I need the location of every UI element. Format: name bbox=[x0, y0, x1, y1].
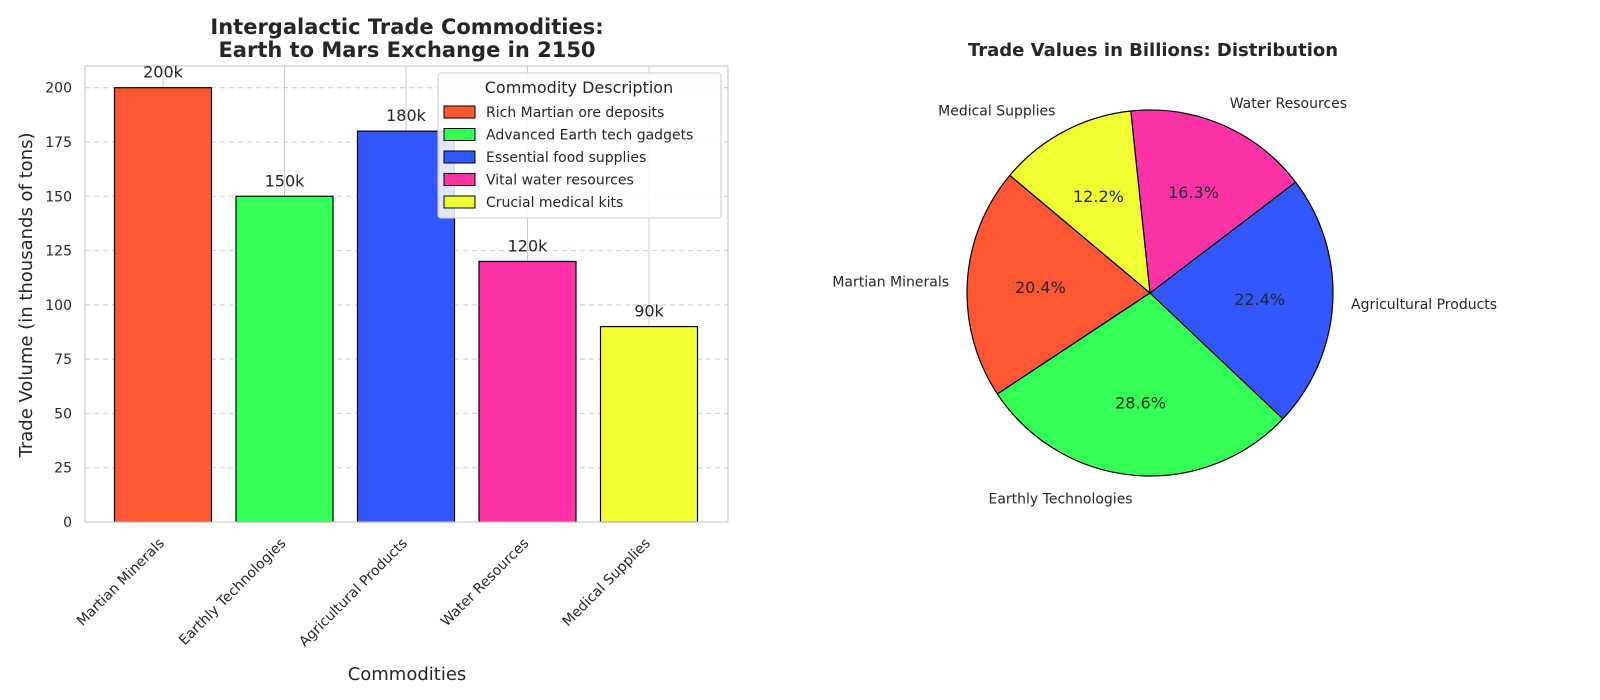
y-tick-label: 125 bbox=[45, 244, 72, 260]
bar-chart-title-line-2: Earth to Mars Exchange in 2150 bbox=[218, 38, 595, 62]
y-tick-label: 200 bbox=[45, 81, 72, 97]
bar-water-resources bbox=[478, 260, 577, 523]
legend-entry-label: Essential food supplies bbox=[486, 150, 646, 166]
x-axis-ticks: Martian Minerals Earthly Technologies Agri… bbox=[74, 536, 654, 651]
legend-swatch bbox=[443, 150, 476, 164]
pie-slice-label: Water Resources bbox=[1230, 96, 1347, 112]
y-tick-label: 150 bbox=[45, 189, 72, 205]
pie-slice-label: Martian Minerals bbox=[832, 275, 949, 291]
bar-chart-title-line-1: Intergalactic Trade Commodities: bbox=[210, 15, 603, 39]
pie-slice-martian-minerals bbox=[966, 174, 1151, 395]
pie-chart-title: Trade Values in Billions: Distribution bbox=[968, 40, 1338, 61]
pie-slice-water-resources bbox=[1130, 109, 1297, 294]
y-tick-label: 50 bbox=[54, 406, 72, 422]
pie-slice-agricultural-products bbox=[1149, 181, 1334, 420]
pie-slice-earthly-technologies bbox=[996, 292, 1284, 477]
pie-slice-label: Earthly Technologies bbox=[989, 492, 1133, 508]
bar-chart-frame bbox=[84, 65, 729, 523]
x-tick-label: Earthly Technologies bbox=[176, 536, 289, 649]
bar-data-label: 180k bbox=[386, 106, 427, 125]
bar-martian-minerals bbox=[113, 87, 213, 523]
x-tick-label: Medical Supplies bbox=[560, 536, 654, 630]
x-tick-label: Agricultural Products bbox=[296, 536, 411, 651]
y-tick-label: 0 bbox=[63, 515, 72, 531]
pie-chart: 20.4% Martian Minerals 28.6% Earthly Techno… bbox=[832, 96, 1497, 507]
bar-data-label: 200k bbox=[143, 63, 184, 82]
pie-percent-label: 16.3% bbox=[1168, 183, 1219, 202]
bar-medical-supplies bbox=[599, 325, 699, 523]
y-tick-label: 100 bbox=[45, 298, 72, 314]
legend-entry-label: Vital water resources bbox=[486, 173, 634, 189]
bar-chart-bars bbox=[113, 87, 699, 523]
legend-title: Commodity Description bbox=[485, 78, 673, 97]
pie-percent-label: 12.2% bbox=[1073, 187, 1124, 206]
y-tick-label: 175 bbox=[45, 135, 72, 151]
legend-swatch bbox=[443, 195, 476, 209]
legend-entry-label: Crucial medical kits bbox=[486, 195, 623, 211]
legend-entries: Rich Martian ore deposits Advanced Earth … bbox=[443, 105, 693, 211]
bar-data-label: 120k bbox=[508, 236, 549, 255]
y-tick-label: 75 bbox=[54, 352, 72, 368]
y-axis-ticks: 0 25 50 75 100 125 150 175 200 bbox=[45, 81, 72, 531]
bar-data-labels: 200k 150k 180k 120k 90k bbox=[143, 63, 664, 321]
legend-entry-label: Advanced Earth tech gadgets bbox=[486, 128, 693, 144]
legend-swatch bbox=[443, 173, 476, 186]
bar-earthly-technologies bbox=[235, 195, 334, 523]
pie-percent-label: 28.6% bbox=[1115, 393, 1166, 412]
legend-entry-label: Rich Martian ore deposits bbox=[486, 105, 664, 121]
legend-swatch bbox=[443, 128, 476, 141]
pie-slice-medical-supplies bbox=[1009, 110, 1151, 294]
bar-data-label: 150k bbox=[265, 171, 306, 190]
x-tick-label: Martian Minerals bbox=[74, 536, 168, 630]
pie-slice-label: Medical Supplies bbox=[938, 103, 1055, 119]
pie-percent-label: 22.4% bbox=[1234, 290, 1285, 309]
y-tick-label: 25 bbox=[54, 461, 72, 477]
pie-percent-label: 20.4% bbox=[1015, 278, 1066, 297]
x-axis-label: Commodities bbox=[348, 664, 467, 685]
pie-slice-label: Agricultural Products bbox=[1351, 297, 1497, 313]
legend-swatch bbox=[443, 105, 476, 119]
y-axis-label: Trade Volume (in thousands of tons) bbox=[16, 132, 37, 458]
x-tick-label: Water Resources bbox=[438, 536, 532, 630]
bar-data-label: 90k bbox=[634, 302, 664, 321]
legend-box bbox=[437, 72, 722, 219]
legend: Commodity Description Rich Martian ore d… bbox=[437, 72, 722, 219]
